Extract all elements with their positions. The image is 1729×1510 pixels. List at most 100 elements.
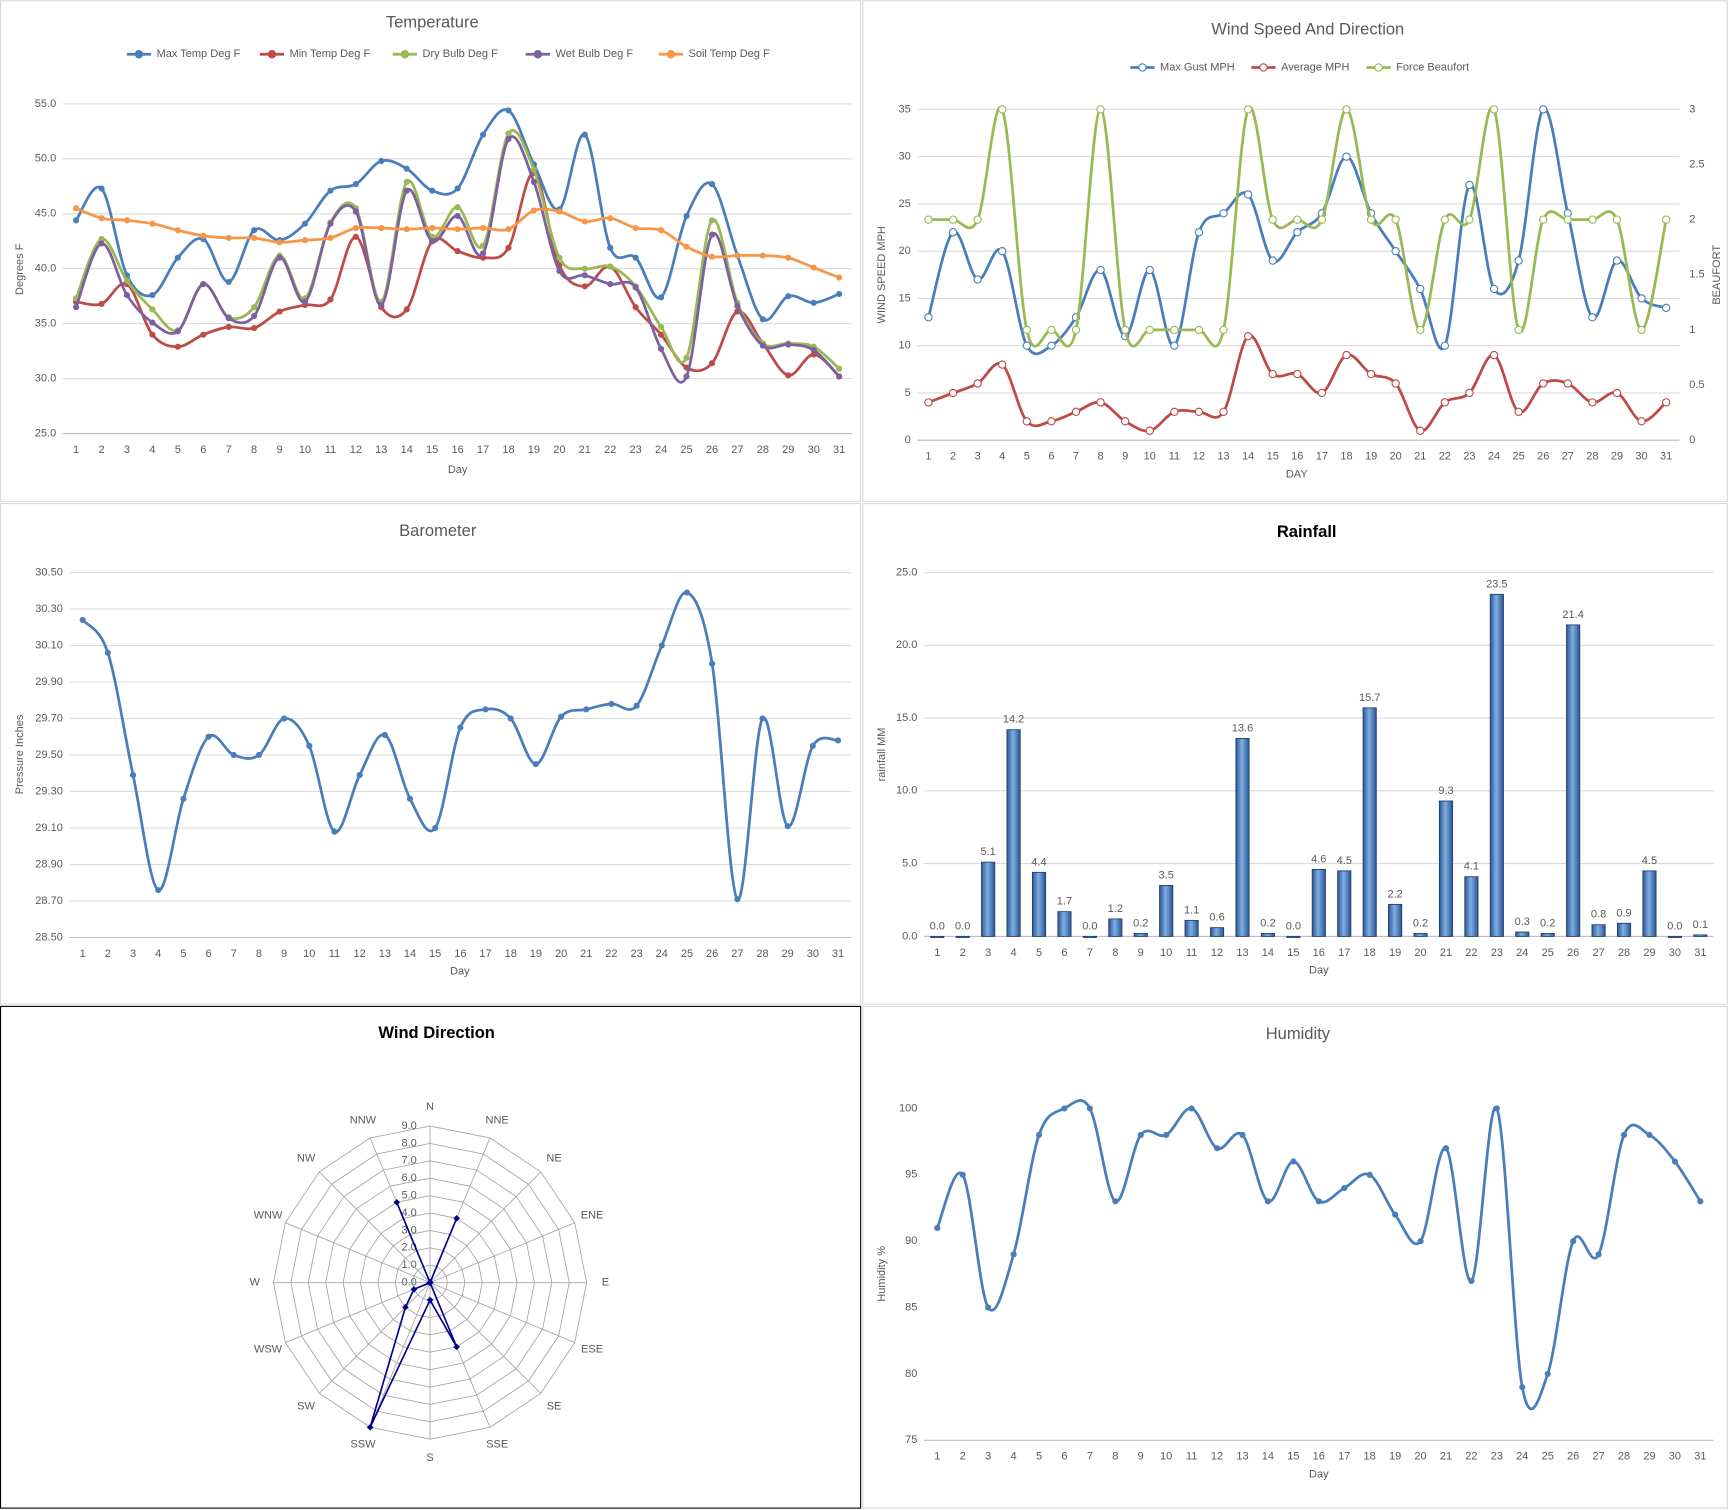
marker [1612,256,1622,265]
marker [708,217,716,224]
marker [352,181,359,188]
marker [1194,325,1204,335]
marker [948,228,958,237]
x-tick-label: 21 [579,444,591,456]
marker [251,227,258,234]
bar [930,935,945,938]
marker [1539,105,1548,114]
x-tick-label: 26 [1567,1451,1579,1463]
y-axis-label: rainfall MM [876,728,888,782]
marker [454,204,461,211]
category-label: NW [297,1153,316,1165]
marker [426,1296,434,1304]
y2-tick-label: 1 [1689,324,1695,336]
marker [98,300,105,307]
marker [1071,325,1081,335]
marker [1120,417,1130,426]
data-label: 0.2 [1260,917,1275,929]
marker [327,220,334,227]
marker [1163,1131,1170,1139]
marker [1442,1145,1450,1152]
marker [1194,407,1204,417]
marker [709,660,716,667]
marker [1637,294,1646,303]
marker [708,231,716,238]
marker [1096,398,1105,407]
marker [327,296,334,303]
x-tick-label: 1 [73,444,79,456]
marker [759,252,766,259]
y-tick-label: 30.30 [35,603,63,615]
legend-marker [134,50,144,59]
marker [1096,265,1105,275]
marker [1342,105,1351,114]
x-tick-label: 12 [354,948,366,960]
marker [658,294,665,301]
y-tick-label: 10.0 [896,785,917,797]
category-label: SSE [486,1439,508,1451]
y-tick-label: 5.0 [902,858,917,870]
marker [1539,379,1548,388]
marker [1620,1131,1628,1139]
bar [1210,927,1225,937]
x-tick-label: 17 [1338,1451,1350,1463]
x-tick-label: 21 [1440,1451,1452,1463]
marker [123,277,131,284]
x-tick-label: 14 [1242,451,1254,463]
y-tick-label: 0 [905,434,911,446]
y-tick-label: 55.0 [35,98,56,110]
x-tick-label: 25 [1542,947,1554,959]
marker [759,316,766,323]
x-tick-label: 31 [1694,1451,1706,1463]
r-tick-label: 1.0 [401,1259,416,1271]
marker [505,107,512,114]
marker [759,342,766,349]
marker [1612,215,1622,224]
x-tick-label: 3 [985,947,991,959]
marker [306,742,313,749]
x-tick-label: 14 [401,444,413,456]
x-tick-label: 24 [1488,451,1500,463]
category-label: SW [297,1401,315,1413]
bar [1667,935,1682,938]
x-tick-label: 5 [180,948,186,960]
marker [557,713,565,720]
marker [1489,350,1499,360]
marker [331,828,338,835]
marker [276,308,283,315]
x-tick-label: 25 [1542,1451,1554,1463]
marker [402,1303,409,1311]
marker [251,234,258,242]
y-axis-label: Humidity % [876,1246,888,1302]
data-label: 13.6 [1232,722,1253,734]
x-tick-label: 25 [1512,451,1524,463]
panel [862,1005,1728,1509]
x-tick-label: 15 [1267,451,1279,463]
x-tick-label: 28 [1618,1451,1630,1463]
category-label: W [249,1277,260,1289]
x-tick-label: 31 [832,948,844,960]
line [81,591,839,901]
x-tick-label: 24 [1516,947,1528,959]
marker [429,187,436,194]
x-tick-label: 30 [1669,1451,1681,1463]
x-tick-label: 9 [1122,451,1128,463]
marker [174,328,181,335]
legend-marker [267,50,277,59]
x-tick-label: 16 [454,948,466,960]
marker [393,1198,401,1206]
marker [149,331,156,338]
chart-title: Humidity [1266,1024,1331,1043]
data-label: 0.0 [1286,920,1301,932]
marker [836,365,843,372]
x-tick-label: 5 [1036,947,1042,959]
data-label: 9.3 [1438,785,1453,797]
y-tick-label: 29.70 [35,712,63,724]
panel [0,503,862,1005]
x-tick-label: 3 [985,1451,991,1463]
legend-label: Average MPH [1281,61,1349,73]
bar [1031,871,1047,937]
x-tick-label: 5 [1024,451,1030,463]
x-tick-label: 22 [1465,1451,1477,1463]
x-tick-label: 18 [1340,451,1352,463]
